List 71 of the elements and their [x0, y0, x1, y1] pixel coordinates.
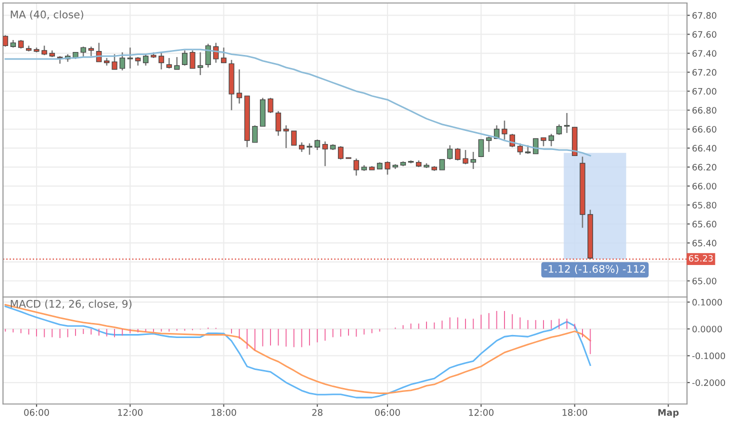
y-tick-label: 65.80	[692, 202, 716, 208]
candlestick	[470, 151, 476, 170]
y-tick-label: 66.60	[692, 126, 716, 133]
candlestick	[142, 54, 148, 66]
y-tick-label: 67.80	[692, 12, 716, 19]
candlestick	[80, 46, 86, 58]
x-tick-label: 28	[312, 409, 322, 416]
y-tick-label: -0.2000	[692, 379, 726, 386]
candlestick	[439, 159, 445, 170]
candlestick	[42, 45, 48, 56]
candlestick	[478, 139, 484, 157]
candlestick	[384, 160, 390, 176]
y-tick-label: 66.40	[692, 144, 716, 152]
candlestick	[88, 46, 94, 57]
candlestick	[291, 130, 297, 146]
y-tick-label: 67.00	[692, 88, 716, 95]
y-tick-label: 65.40	[692, 240, 716, 246]
candlestick	[322, 140, 328, 167]
candlestick	[462, 149, 468, 165]
candlestick	[166, 57, 172, 70]
ref-line-label: 65.23	[688, 254, 713, 262]
candlestick	[174, 56, 180, 70]
candlestick	[276, 110, 282, 136]
candlestick	[556, 124, 562, 136]
candlestick	[182, 50, 188, 66]
y-tick-label: 66.00	[692, 182, 716, 190]
x-tick-label: 06:00	[375, 409, 400, 416]
candlestick	[548, 133, 554, 147]
x-tick-label: 12:00	[469, 409, 494, 416]
candlestick	[205, 43, 211, 68]
candlestick	[158, 52, 164, 70]
y-tick-label: 65.60	[692, 220, 716, 228]
candlestick	[354, 158, 360, 176]
candlestick	[120, 52, 126, 71]
y-tick-label: 0.1000	[692, 298, 722, 306]
candlestick	[112, 54, 118, 70]
x-tick-label: 18:00	[562, 409, 588, 416]
x-tick-label: Мар	[658, 409, 679, 418]
candlestick	[502, 120, 508, 140]
y-tick-label: 0.0000	[692, 326, 722, 332]
candlestick	[314, 138, 320, 151]
y-tick-label: 67.60	[692, 31, 716, 38]
candlestick	[486, 136, 492, 153]
candlestick	[454, 147, 460, 162]
y-tick-label: 67.20	[692, 69, 716, 76]
candlestick	[220, 46, 226, 64]
x-tick-label: 12:00	[118, 409, 143, 416]
chart-title: MACD (12, 26, close, 9)	[10, 300, 132, 309]
x-tick-label: 18:00	[212, 409, 236, 416]
candlestick	[298, 142, 304, 153]
y-tick-label: 67.40	[692, 50, 716, 57]
candlestick	[532, 138, 538, 154]
candlestick	[198, 52, 204, 76]
candlestick	[127, 46, 133, 70]
candlestick	[447, 144, 453, 160]
candlestick	[190, 50, 196, 70]
candlestick	[564, 112, 570, 134]
candlestick	[3, 34, 8, 48]
y-tick-label: 66.20	[692, 164, 716, 171]
y-tick-label: 66.80	[692, 107, 716, 114]
candlestick	[236, 68, 242, 104]
y-tick-label: -0.1000	[692, 352, 726, 360]
text: MA (40, close)	[10, 10, 84, 20]
y-tick-label: 65.00	[692, 278, 716, 284]
x-tick-label: 06:00	[24, 409, 49, 416]
candlestick	[338, 146, 344, 160]
candlestick	[306, 142, 312, 156]
candlestick	[252, 124, 258, 144]
candlestick	[283, 124, 289, 149]
candlestick	[268, 97, 274, 114]
band-label: -1.12 (-1.68%) -112	[544, 264, 646, 274]
